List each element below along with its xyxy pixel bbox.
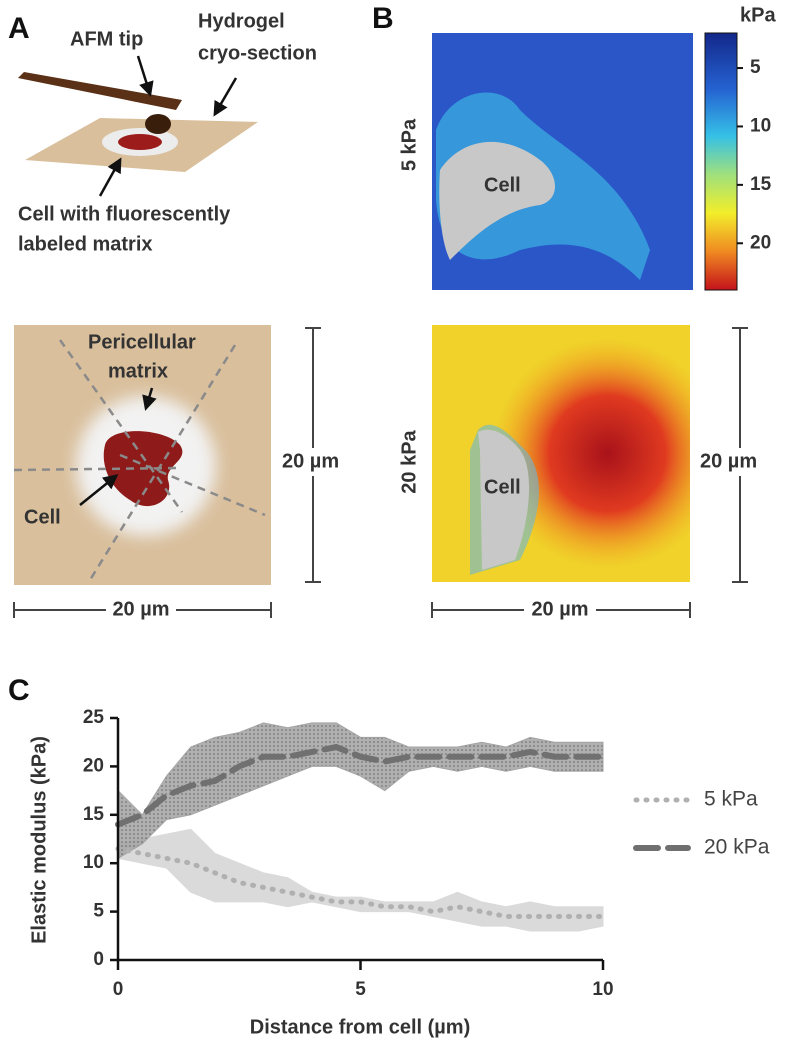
line (115, 743, 606, 828)
arrow (98, 157, 122, 197)
row-label: 20 kPa (398, 429, 420, 493)
label-bg (106, 596, 176, 624)
colorbar-tick-label: 10 (750, 115, 771, 136)
cell-region (439, 141, 555, 260)
scan-lines (13, 339, 266, 581)
annotation: matrix (108, 360, 168, 382)
x-tick-label: 10 (592, 979, 613, 1000)
colorbar (704, 32, 738, 291)
panel-label: B (372, 2, 394, 35)
afm-tip (145, 114, 171, 134)
scale-label: 20 µm (112, 598, 169, 620)
annotation: Cell (24, 506, 61, 528)
legend-label: 5 kPa (704, 788, 758, 811)
cell-label: Cell (484, 174, 521, 196)
x-tick-label: 5 (355, 979, 366, 1000)
annotation: AFM tip (70, 28, 143, 50)
cell-region (478, 429, 530, 570)
arrow (136, 55, 154, 97)
line (115, 846, 606, 919)
y-tick-label: 5 (93, 901, 104, 922)
scale-label: 20 µm (282, 450, 339, 472)
colorbar-tick-label: 5 (750, 57, 761, 78)
cantilever (18, 72, 182, 110)
panel-label: A (8, 12, 30, 45)
panel-label: C (8, 674, 30, 707)
arrow (79, 474, 119, 506)
arrow (142, 387, 157, 411)
axes (116, 718, 603, 962)
band (117, 828, 604, 932)
scale-label: 20 µm (531, 598, 588, 620)
colorbar-tick-label: 15 (750, 174, 772, 195)
label-bg (524, 596, 596, 624)
annotation: Hydrogel (198, 10, 285, 32)
cell (118, 134, 162, 150)
colorbar-title: kPa (740, 4, 776, 26)
y-tick-label: 10 (83, 852, 104, 873)
label-bg (280, 448, 348, 476)
annotation: Cell with fluorescently (18, 203, 231, 225)
y-tick-label: 25 (83, 707, 105, 728)
y-axis-title: Elastic modulus (kPa) (28, 736, 50, 944)
annotation: labeled matrix (18, 233, 153, 255)
scale-label: 20 µm (700, 450, 757, 472)
legend-label: 20 kPa (704, 836, 770, 859)
x-tick-label: 0 (113, 979, 124, 1000)
arrow (213, 77, 238, 117)
label-bg (698, 448, 778, 476)
y-tick-label: 15 (83, 804, 105, 825)
row-label: 5 kPa (398, 118, 420, 171)
y-tick-label: 0 (93, 949, 104, 970)
colorbar-tick-label: 20 (750, 232, 771, 253)
x-axis-title: Distance from cell (µm) (250, 1016, 470, 1038)
y-tick-label: 20 (83, 755, 104, 776)
annotation: Pericellular (88, 331, 196, 353)
cell-label: Cell (484, 476, 521, 498)
annotation: cryo-section (198, 42, 317, 64)
